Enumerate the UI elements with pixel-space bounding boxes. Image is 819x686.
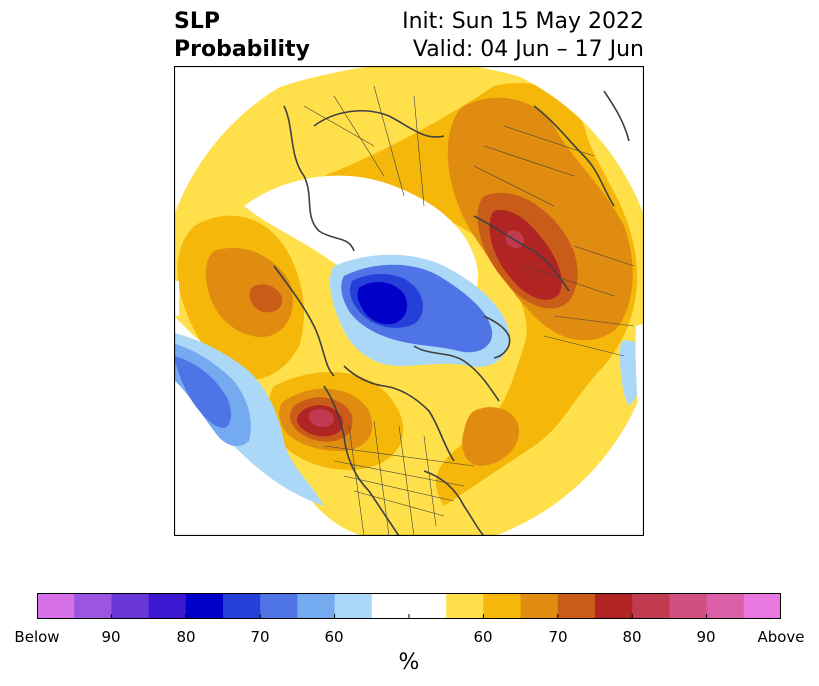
above-70-80-shade-atlantic	[462, 407, 519, 466]
colorbar-segment	[669, 593, 708, 619]
colorbar-segment	[148, 593, 187, 619]
colorbar	[37, 593, 781, 619]
tick-label-above-70: 70	[548, 628, 568, 646]
probability-map	[174, 66, 644, 536]
tick-label-above-90: 90	[696, 628, 716, 646]
colorbar-segment	[185, 593, 224, 619]
title-variable-line2: Probability	[174, 37, 310, 62]
colorbar-segment	[595, 593, 633, 619]
title-variable-line1: SLP	[174, 9, 220, 34]
coastlines	[273, 90, 630, 536]
tick-label-below-60: 60	[324, 628, 344, 646]
colorbar-segment	[706, 593, 745, 619]
tick-label-below-70: 70	[250, 628, 270, 646]
colorbar-segment	[632, 593, 670, 619]
colorbar-segment	[260, 593, 298, 619]
colorbar-segment	[446, 593, 484, 619]
below-80-90-shade-arctic	[357, 282, 408, 325]
colorbar-segment	[483, 593, 522, 619]
colorbar-segment	[37, 593, 75, 619]
tick-label-below: Below	[14, 628, 60, 646]
white-gap-east	[635, 321, 644, 410]
above-75-80-shade-west	[249, 284, 283, 313]
political-borders	[303, 85, 635, 536]
colorbar-segment	[74, 593, 112, 619]
valid-dates: Valid: 04 Jun – 17 Jun	[412, 37, 644, 62]
colorbar-segment	[334, 593, 373, 619]
title-variable: SLP Probability	[174, 8, 310, 64]
colorbar-segment	[743, 593, 781, 619]
tick-label-above-60: 60	[473, 628, 493, 646]
tick-label-below-90: 90	[101, 628, 121, 646]
init-date: Init: Sun 15 May 2022	[402, 9, 644, 34]
tick-label-below-80: 80	[176, 628, 196, 646]
colorbar-segment	[520, 593, 559, 619]
white-gap-west-edge	[174, 281, 179, 316]
above-70-80-shade-west	[205, 247, 293, 337]
colorbar-segment	[557, 593, 596, 619]
colorbar-segment	[111, 593, 150, 619]
above-85-90-shade-pacific	[308, 408, 335, 428]
below-70-80-shade-pacific-west	[174, 356, 232, 428]
colorbar-unit: %	[398, 650, 420, 675]
above-80-90-shade-russia	[489, 210, 562, 300]
tick-label-above: Above	[757, 628, 805, 646]
colorbar-segment	[371, 593, 410, 619]
colorbar-segment	[409, 593, 447, 619]
tick-label-above-80: 80	[622, 628, 642, 646]
title-dates: Init: Sun 15 May 2022 Valid: 04 Jun – 17…	[402, 8, 644, 64]
colorbar-segment	[297, 593, 336, 619]
colorbar-segment	[223, 593, 261, 619]
map-border	[174, 66, 644, 536]
